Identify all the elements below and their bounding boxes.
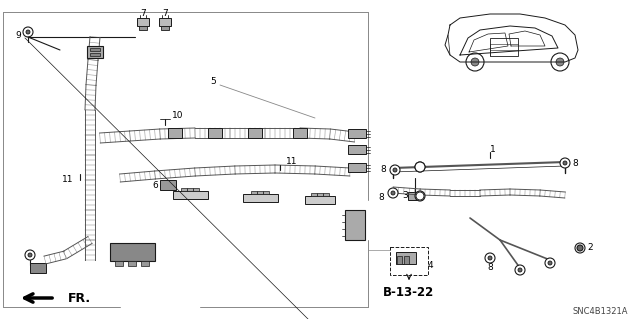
Bar xyxy=(305,196,335,204)
Text: 11: 11 xyxy=(62,175,74,184)
Bar xyxy=(396,252,416,264)
Text: 8: 8 xyxy=(572,159,578,167)
Text: 4: 4 xyxy=(427,261,433,270)
Text: 8: 8 xyxy=(378,194,384,203)
Circle shape xyxy=(551,53,569,71)
Bar xyxy=(208,128,222,138)
Bar xyxy=(115,261,123,266)
Bar xyxy=(161,26,169,30)
Circle shape xyxy=(556,58,564,66)
Text: 2: 2 xyxy=(587,243,593,253)
Bar xyxy=(181,188,187,191)
Bar xyxy=(390,247,428,275)
Circle shape xyxy=(415,162,425,172)
Bar xyxy=(193,188,199,191)
Bar xyxy=(160,180,176,190)
Text: 7: 7 xyxy=(140,10,146,19)
Circle shape xyxy=(393,168,397,172)
Bar xyxy=(263,191,269,194)
Bar xyxy=(90,48,100,51)
Bar xyxy=(87,46,103,58)
Circle shape xyxy=(578,246,582,250)
Bar xyxy=(30,263,46,273)
Text: 8: 8 xyxy=(380,166,386,174)
Bar xyxy=(293,128,307,138)
Bar xyxy=(323,193,329,196)
Bar xyxy=(397,256,402,264)
Circle shape xyxy=(418,194,422,198)
Text: 3: 3 xyxy=(402,190,408,199)
Circle shape xyxy=(415,162,425,172)
Bar xyxy=(408,192,422,200)
Circle shape xyxy=(23,27,33,37)
Bar xyxy=(110,243,155,261)
Text: 1: 1 xyxy=(490,145,496,153)
Bar xyxy=(348,145,366,154)
Bar xyxy=(128,261,136,266)
Circle shape xyxy=(471,58,479,66)
Circle shape xyxy=(25,250,35,260)
Circle shape xyxy=(388,188,398,198)
Circle shape xyxy=(515,265,525,275)
Circle shape xyxy=(418,165,422,169)
Bar xyxy=(348,163,366,172)
Circle shape xyxy=(545,258,555,268)
Circle shape xyxy=(488,256,492,260)
Circle shape xyxy=(560,158,570,168)
Bar xyxy=(137,18,149,26)
Text: 9: 9 xyxy=(15,31,21,40)
Text: SNC4B1321A: SNC4B1321A xyxy=(573,308,628,316)
Circle shape xyxy=(28,253,32,257)
Circle shape xyxy=(26,30,30,34)
Circle shape xyxy=(390,165,400,175)
Bar xyxy=(257,191,263,194)
Text: 11: 11 xyxy=(286,158,298,167)
Bar xyxy=(173,191,207,199)
Bar xyxy=(345,210,365,240)
Circle shape xyxy=(548,261,552,265)
Circle shape xyxy=(466,53,484,71)
Text: 8: 8 xyxy=(487,263,493,272)
Bar xyxy=(139,26,147,30)
Circle shape xyxy=(415,191,425,201)
Circle shape xyxy=(577,245,583,251)
Text: 6: 6 xyxy=(152,181,158,189)
Bar xyxy=(490,38,518,56)
Bar xyxy=(141,261,149,266)
Text: 10: 10 xyxy=(172,110,184,120)
Bar xyxy=(90,53,100,56)
Text: 7: 7 xyxy=(162,10,168,19)
Circle shape xyxy=(575,243,585,253)
Text: B-13-22: B-13-22 xyxy=(382,286,434,299)
Bar xyxy=(317,193,323,196)
Circle shape xyxy=(485,253,495,263)
Circle shape xyxy=(563,161,567,165)
Text: 5: 5 xyxy=(210,77,216,85)
Bar xyxy=(159,18,171,26)
Bar xyxy=(168,128,182,138)
Circle shape xyxy=(518,268,522,272)
Text: FR.: FR. xyxy=(68,292,91,305)
Bar xyxy=(404,256,409,264)
Bar xyxy=(187,188,193,191)
Bar xyxy=(311,193,317,196)
Bar xyxy=(248,128,262,138)
Bar xyxy=(251,191,257,194)
Circle shape xyxy=(391,191,395,195)
Circle shape xyxy=(416,192,424,200)
Bar xyxy=(243,194,278,202)
Bar xyxy=(348,129,366,138)
